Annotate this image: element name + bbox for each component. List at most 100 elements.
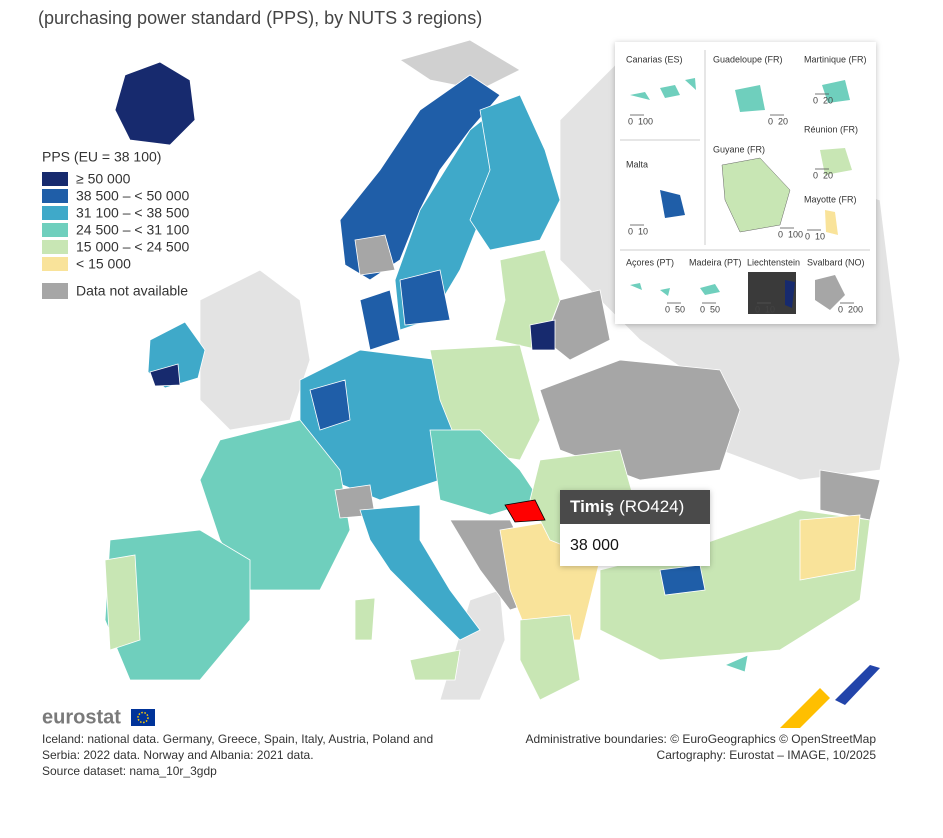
footnote-line: Source dataset: nama_10r_3gdp <box>42 764 217 778</box>
scale-label: 0 <box>805 231 810 241</box>
subtitle: (purchasing power standard (PPS), by NUT… <box>38 8 482 28</box>
scale-label: 20 <box>778 116 788 126</box>
cyprus <box>723 654 749 673</box>
scale-label: 100 <box>638 116 653 126</box>
legend-label: 15 000 – < 24 500 <box>76 239 189 255</box>
legend-label: 38 500 – < 50 000 <box>76 188 189 204</box>
sicily <box>409 649 461 681</box>
finland <box>469 94 561 251</box>
canarias-shape <box>630 78 696 100</box>
scale-label: 0 <box>700 304 705 314</box>
eu-flag <box>131 709 155 726</box>
tooltip-title: Timiş (RO424) <box>570 497 684 516</box>
scale-label: 10 <box>765 304 775 314</box>
legend-swatch <box>42 257 68 271</box>
inset-label: Mayotte (FR) <box>804 194 857 204</box>
guyane-shape <box>721 157 791 233</box>
inset-label: Svalbard (NO) <box>807 257 865 267</box>
guadeloupe-shape <box>735 85 765 112</box>
scale-label: 0 <box>813 95 818 105</box>
scale-label: 0 <box>665 304 670 314</box>
uk <box>199 269 311 431</box>
malta-shape <box>660 190 685 218</box>
inset-label: Martinique (FR) <box>804 54 867 64</box>
benelux <box>309 379 351 431</box>
legend-swatch <box>42 240 68 254</box>
france <box>199 419 351 591</box>
iceland <box>114 61 196 146</box>
sweden-south <box>399 269 451 326</box>
scale-label: 20 <box>823 95 833 105</box>
turkey-east <box>799 514 861 581</box>
credit-line: Cartography: Eurostat – IMAGE, 10/2025 <box>657 748 877 762</box>
ukraine <box>539 359 741 481</box>
legend-label: 24 500 – < 31 100 <box>76 222 189 238</box>
legend-swatch <box>42 172 68 186</box>
logo-mark-blue <box>835 665 880 705</box>
scale-label: 10 <box>815 231 825 241</box>
scale-label: 0 <box>628 116 633 126</box>
ireland-dublin <box>149 363 181 387</box>
inset-label: Açores (PT) <box>626 257 674 267</box>
legend-title: PPS (EU = 38 100) <box>42 149 161 165</box>
inset-label: Réunion (FR) <box>804 124 858 134</box>
logo-mark-yellow <box>780 688 830 728</box>
scale-label: 0 <box>755 304 760 314</box>
inset-label: Liechtenstein <box>747 257 800 267</box>
tooltip-header <box>560 490 710 524</box>
legend-label: Data not available <box>76 283 188 299</box>
north-cape <box>399 39 521 91</box>
scale-label: 0 <box>628 226 633 236</box>
legend-swatch <box>42 283 68 299</box>
scale-label: 10 <box>638 226 648 236</box>
legend-swatch <box>42 223 68 237</box>
logo: eurostat <box>42 706 121 728</box>
scale-label: 20 <box>823 170 833 180</box>
italy <box>359 504 481 641</box>
legend-swatch <box>42 189 68 203</box>
inset-label: Malta <box>626 159 648 169</box>
scale-label: 0 <box>778 229 783 239</box>
azores-shape <box>630 283 670 296</box>
eu-stars <box>137 711 149 724</box>
legend-label: ≥ 50 000 <box>76 171 131 187</box>
scale-label: 100 <box>788 229 803 239</box>
svalbard-shape <box>815 275 845 310</box>
liechtenstein-shape <box>785 280 795 308</box>
mayotte-shape <box>825 210 838 235</box>
vilnius <box>529 319 556 351</box>
martinique-shape <box>822 80 850 103</box>
tooltip-code: (RO424) <box>619 497 684 516</box>
greece <box>519 614 581 701</box>
sardinia <box>354 597 376 641</box>
scale-label: 50 <box>675 304 685 314</box>
legend-label: < 15 000 <box>76 256 131 272</box>
footnote-line: Serbia: 2022 data. Norway and Albania: 2… <box>42 748 314 762</box>
scale-label: 0 <box>768 116 773 126</box>
portugal <box>104 554 141 651</box>
scale-label: 50 <box>710 304 720 314</box>
inset-label: Guadeloupe (FR) <box>713 54 783 64</box>
tooltip-value: 38 000 <box>570 537 619 554</box>
madeira-shape <box>700 284 720 295</box>
scale-label: 0 <box>813 170 818 180</box>
tooltip-name: Timiş <box>570 497 614 516</box>
inset-label: Guyane (FR) <box>713 144 765 154</box>
caucasus <box>819 469 881 521</box>
norway-na <box>354 234 396 276</box>
legend-swatch <box>42 206 68 220</box>
inset-label: Madeira (PT) <box>689 257 742 267</box>
timis-region[interactable] <box>504 499 546 523</box>
reunion-shape <box>820 148 852 175</box>
footnote: Iceland: national data. Germany, Greece,… <box>42 732 876 778</box>
scale-label: 0 <box>838 304 843 314</box>
denmark <box>359 289 401 351</box>
footnote-line: Iceland: national data. Germany, Greece,… <box>42 732 433 746</box>
legend-label: 31 100 – < 38 500 <box>76 205 189 221</box>
inset-label: Canarias (ES) <box>626 54 683 64</box>
tooltip: Timiş (RO424) 38 000 <box>560 490 710 566</box>
